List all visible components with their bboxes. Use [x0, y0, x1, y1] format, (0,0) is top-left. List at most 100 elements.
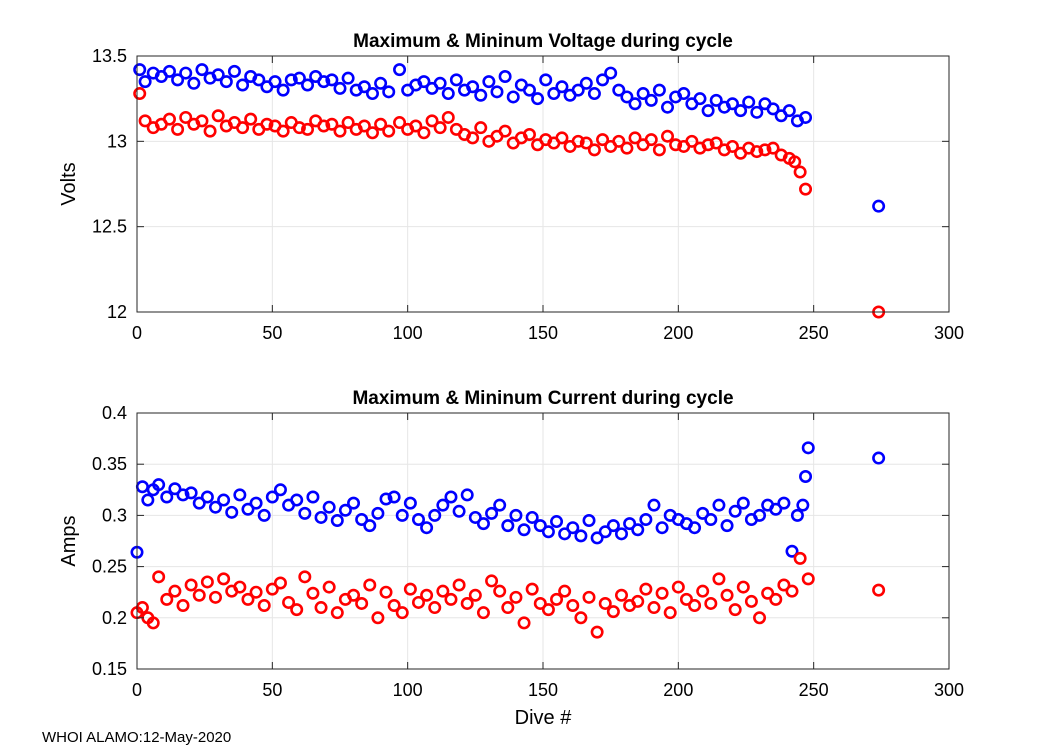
current-maximum-point	[796, 498, 810, 512]
voltage-maximum-point	[341, 71, 355, 85]
current-maximum-point	[493, 498, 507, 512]
current-chart-title: Maximum & Mininum Current during cycle	[352, 388, 733, 409]
current-maximum-point	[241, 502, 255, 516]
current-minimum-point	[525, 582, 539, 596]
current-x-axis-label: Dive #	[515, 707, 573, 729]
voltage-x-tick-label: 50	[262, 323, 282, 343]
current-minimum-point	[249, 585, 263, 599]
current-minimum-point	[282, 595, 296, 609]
voltage-minimum-point	[441, 110, 455, 124]
current-minimum-point	[533, 596, 547, 610]
current-maximum-point	[647, 498, 661, 512]
voltage-minimum-point	[276, 124, 290, 138]
current-minimum-point	[403, 582, 417, 596]
current-minimum-point	[273, 576, 287, 590]
voltage-minimum-point	[644, 133, 658, 147]
current-minimum-point	[785, 584, 799, 598]
voltage-maximum-point	[604, 66, 618, 80]
current-maximum-point	[558, 527, 572, 541]
voltage-minimum-point	[409, 119, 423, 133]
current-maximum-point	[614, 527, 628, 541]
voltage-maximum-point	[317, 75, 331, 89]
current-minimum-point	[371, 611, 385, 625]
voltage-minimum-point	[333, 124, 347, 138]
voltage-chart-title: Maximum & Mininum Voltage during cycle	[353, 31, 733, 52]
voltage-minimum-point	[620, 141, 634, 155]
current-minimum-point	[777, 578, 791, 592]
current-maximum-point	[790, 508, 804, 522]
current-maximum-point	[355, 512, 369, 526]
current-maximum-point	[265, 490, 279, 504]
voltage-maximum-point	[162, 64, 176, 78]
voltage-maximum-point	[782, 104, 796, 118]
current-minimum-point	[606, 605, 620, 619]
voltage-minimum-point	[260, 117, 274, 131]
voltage-maximum-point	[587, 87, 601, 101]
voltage-maximum-point	[449, 73, 463, 87]
voltage-maximum-point	[522, 83, 536, 97]
voltage-minimum-point	[179, 110, 193, 124]
current-maximum-point	[606, 519, 620, 533]
voltage-maximum-point	[701, 104, 715, 118]
voltage-maximum-point	[482, 75, 496, 89]
current-maximum-point	[184, 486, 198, 500]
current-maximum-point	[590, 531, 604, 545]
current-minimum-point	[420, 588, 434, 602]
current-maximum-point	[468, 510, 482, 524]
voltage-minimum-point	[652, 143, 666, 157]
voltage-maximum-point	[433, 76, 447, 90]
voltage-minimum-point	[171, 122, 185, 136]
voltage-maximum-point	[636, 87, 650, 101]
current-minimum-point	[468, 588, 482, 602]
current-maximum-point	[176, 488, 190, 502]
current-maximum-point	[314, 510, 328, 524]
current-maximum-point	[436, 498, 450, 512]
voltage-x-tick-label: 200	[663, 323, 693, 343]
current-chart: 0 50 100 150 200 250 300 0.15 0.2 0.25 0.3 0.35 0.4 M…	[58, 388, 964, 729]
current-minimum-point	[192, 588, 206, 602]
current-minimum-point	[872, 583, 886, 597]
voltage-minimum-point	[357, 119, 371, 133]
current-minimum-point	[387, 599, 401, 613]
current-y-tick-label: 0.4	[102, 403, 127, 423]
current-maximum-point	[785, 544, 799, 558]
voltage-maximum-point	[709, 93, 723, 107]
voltage-minimum-point	[341, 116, 355, 130]
current-maximum-point	[208, 500, 222, 514]
voltage-maximum-point	[539, 73, 553, 87]
voltage-maximum-point	[466, 80, 480, 94]
current-maximum-point	[217, 493, 231, 507]
voltage-minimum-point	[325, 117, 339, 131]
voltage-maximum-point	[333, 81, 347, 95]
voltage-minimum-point	[374, 117, 388, 131]
voltage-chart: 0 50 100 150 200 250 300 12 12.5 13 13.5 Maximum & …	[58, 31, 964, 343]
voltage-x-tick-label: 150	[528, 323, 558, 343]
voltage-minimum-point	[474, 121, 488, 135]
current-maximum-point	[720, 519, 734, 533]
current-maximum-point	[655, 521, 669, 535]
current-minimum-point	[598, 596, 612, 610]
current-minimum-point	[574, 611, 588, 625]
current-x-tick-label: 0	[132, 680, 142, 700]
current-minimum-point	[655, 586, 669, 600]
current-minimum-point	[679, 592, 693, 606]
voltage-maximum-point	[374, 76, 388, 90]
current-maximum-point	[777, 496, 791, 510]
current-maximum-point	[623, 517, 637, 531]
current-minimum-point	[411, 595, 425, 609]
current-x-tick-label: 50	[262, 680, 282, 700]
voltage-maximum-point	[211, 68, 225, 82]
current-minimum-point	[184, 578, 198, 592]
current-maximum-point	[403, 496, 417, 510]
current-maximum-point	[525, 510, 539, 524]
voltage-minimum-point	[661, 129, 675, 143]
current-maximum-point	[160, 490, 174, 504]
voltage-minimum-point	[292, 121, 306, 135]
voltage-maximum-point	[742, 95, 756, 109]
voltage-minimum-point	[236, 121, 250, 135]
voltage-maximum-point	[596, 73, 610, 87]
voltage-y-tick-label: 12	[107, 302, 127, 322]
current-minimum-point	[550, 592, 564, 606]
current-minimum-point	[720, 588, 734, 602]
